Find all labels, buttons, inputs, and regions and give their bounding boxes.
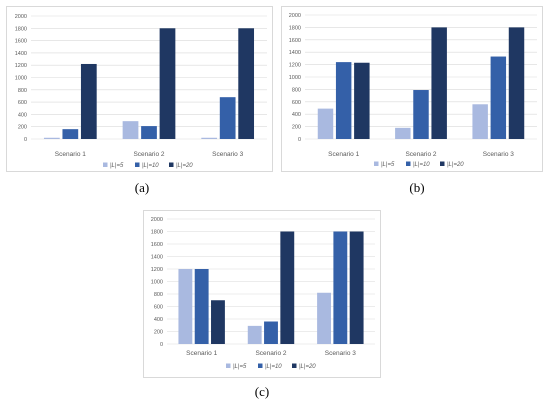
y-tick-label: 1200 [15, 63, 27, 69]
bar [80, 63, 97, 139]
panel-label-c: (c) [254, 384, 270, 399]
legend-swatch [406, 161, 411, 166]
category-label: Scenario 3 [212, 151, 243, 158]
y-tick-label: 200 [154, 330, 163, 336]
bar [122, 121, 139, 139]
bar [333, 231, 348, 344]
y-tick-label: 800 [18, 88, 27, 94]
y-tick-label: 800 [292, 87, 301, 93]
chart-a-svg: 0 200 400 600 800 1000 1200 1400 1600 1800 2000 Sce… [15, 14, 267, 169]
chart-c-svg: 0 200 400 600 800 1000 1200 1400 1600 1800 2000 Sce… [151, 217, 375, 370]
legend-label: |L|=20 [299, 364, 316, 370]
y-tick-label: 1400 [289, 50, 301, 56]
chart-panel-b: 0 200 400 600 800 1000 1200 1400 1600 1800 2000 Sce… [281, 6, 543, 172]
category-label: Scenario 1 [328, 151, 359, 158]
category-label: Scenario 2 [133, 151, 164, 158]
bar [508, 27, 525, 139]
y-tick-label: 400 [18, 112, 27, 118]
category-label: Scenario 1 [186, 350, 217, 357]
bar [354, 62, 370, 139]
bar [472, 104, 488, 139]
y-tick-label: 0 [160, 342, 163, 348]
category-label: Scenario 2 [405, 151, 436, 158]
category-label: Scenario 3 [483, 151, 514, 158]
bar [219, 97, 236, 139]
bar [335, 62, 352, 140]
y-tick-label: 600 [154, 305, 163, 311]
y-tick-label: 1800 [289, 25, 301, 31]
bar [317, 108, 334, 139]
y-tick-label: 2000 [151, 217, 163, 223]
legend-swatch [292, 363, 297, 368]
y-tick-label: 1400 [151, 255, 163, 261]
y-tick-label: 400 [154, 317, 163, 323]
legend-swatch [374, 161, 379, 166]
y-tick-label: 200 [18, 125, 27, 131]
bar [280, 231, 295, 344]
y-tick-label: 1000 [151, 280, 163, 286]
legend-swatch [226, 363, 231, 368]
legend-label: |L|=10 [265, 364, 282, 370]
y-tick-label: 1600 [151, 242, 163, 248]
legend-label: |L|=5 [110, 163, 124, 169]
bar [178, 269, 193, 344]
y-tick-label: 200 [292, 125, 301, 131]
legend-label: |L|=20 [447, 162, 464, 168]
bar [238, 28, 255, 139]
y-tick-label: 1800 [15, 26, 27, 32]
y-tick-label: 1600 [289, 38, 301, 44]
chart-b-svg: 0 200 400 600 800 1000 1200 1400 1600 1800 2000 Sce… [289, 13, 537, 168]
bar [43, 137, 60, 139]
chart-panel-a: 0 200 400 600 800 1000 1200 1400 1600 1800 2000 Sce… [6, 6, 273, 172]
y-tick-label: 1000 [15, 76, 27, 82]
category-label: Scenario 1 [55, 151, 86, 158]
legend-label: |L|=20 [176, 163, 193, 169]
bar [201, 137, 218, 139]
legend-label: |L|=5 [381, 162, 395, 168]
panel-label-b: (b) [409, 180, 425, 195]
bar [264, 321, 278, 344]
bar [211, 300, 225, 344]
bar [431, 27, 447, 139]
y-tick-label: 2000 [289, 13, 301, 19]
bar [413, 90, 429, 139]
legend-label: |L|=5 [233, 364, 247, 370]
y-tick-label: 1200 [289, 63, 301, 69]
bar [159, 28, 176, 139]
chart-panel-c: 0 200 400 600 800 1000 1200 1400 1600 1800 2000 Sce… [143, 210, 381, 378]
y-tick-label: 800 [154, 292, 163, 298]
y-tick-label: 2000 [15, 14, 27, 20]
category-label: Scenario 3 [325, 350, 356, 357]
legend-swatch [258, 363, 263, 368]
bar [490, 56, 507, 139]
bar [247, 325, 262, 344]
bar [317, 292, 331, 344]
legend-label: |L|=10 [142, 163, 159, 169]
legend-swatch [135, 162, 140, 167]
y-tick-label: 1200 [151, 267, 163, 273]
bar [62, 129, 79, 139]
category-label: Scenario 2 [255, 350, 286, 357]
y-tick-label: 1400 [15, 51, 27, 57]
y-tick-label: 0 [298, 137, 301, 143]
panel-label-a: (a) [134, 180, 150, 195]
bar [141, 126, 157, 139]
legend-label: |L|=10 [413, 162, 430, 168]
bar [194, 269, 209, 344]
y-tick-label: 600 [18, 100, 27, 106]
y-tick-label: 1000 [289, 75, 301, 81]
bar [395, 127, 411, 139]
legend-swatch [169, 162, 174, 167]
bar [349, 231, 364, 344]
y-tick-label: 1600 [15, 39, 27, 45]
y-tick-label: 1800 [151, 230, 163, 236]
y-tick-label: 0 [24, 137, 27, 143]
legend-swatch [103, 162, 108, 167]
y-tick-label: 600 [292, 100, 301, 106]
legend-swatch [440, 161, 445, 166]
y-tick-label: 400 [292, 112, 301, 118]
